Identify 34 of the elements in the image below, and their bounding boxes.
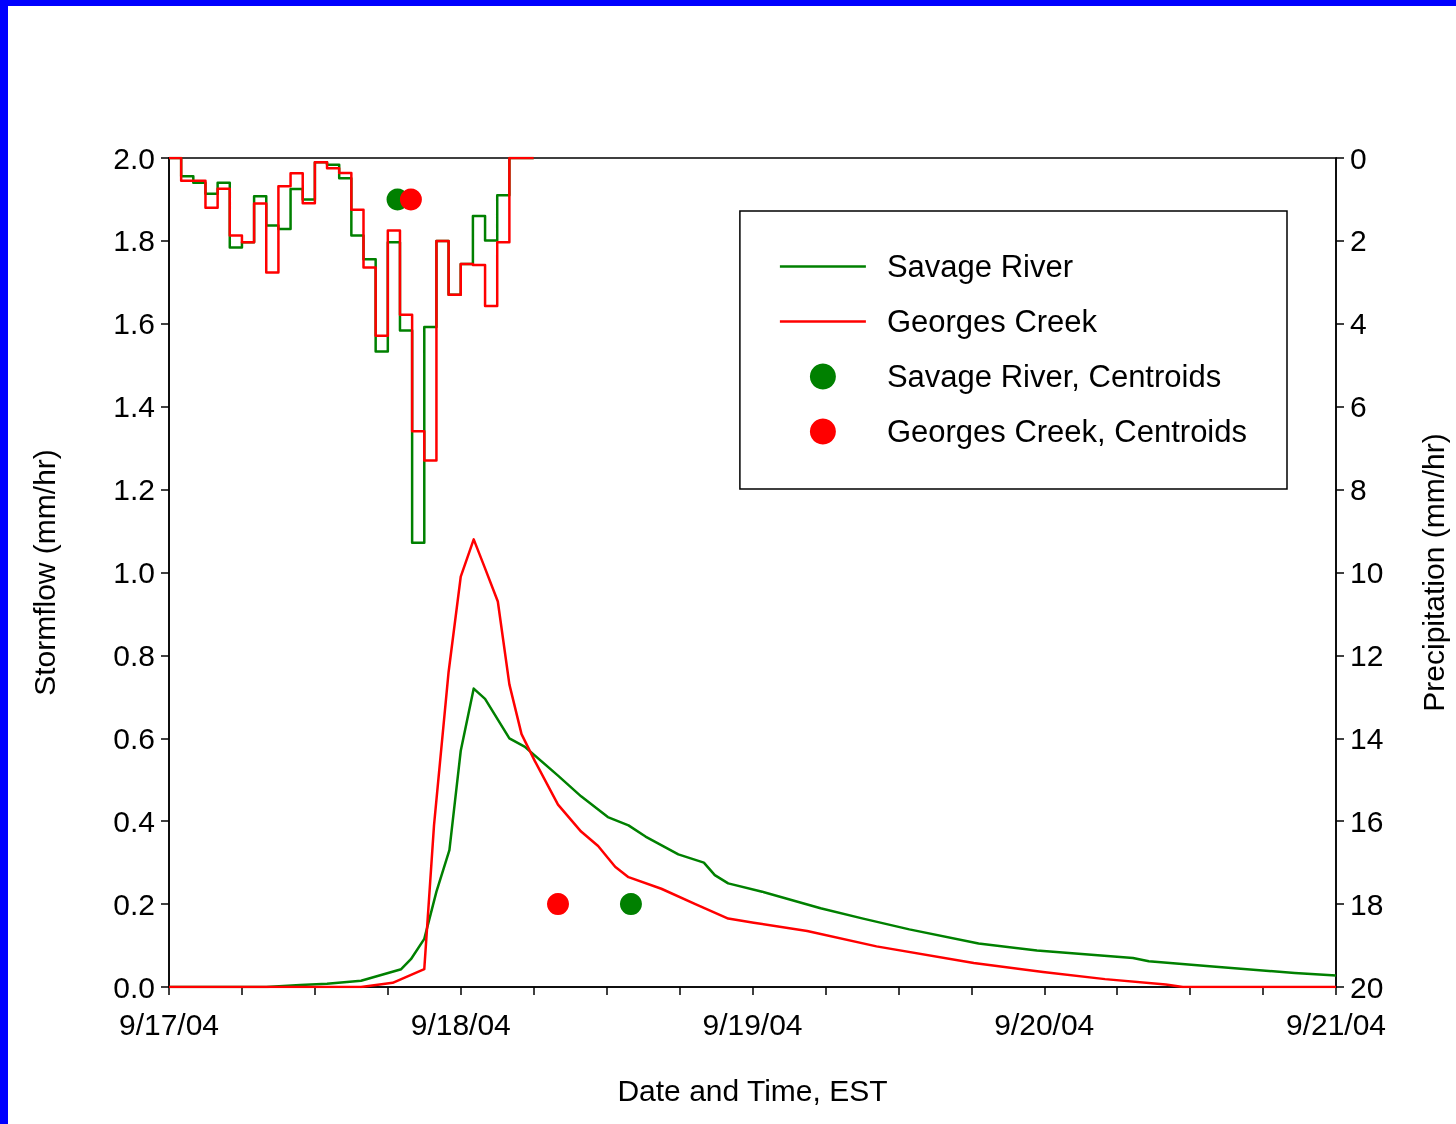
y-tick-label: 0.8 (113, 638, 155, 672)
y-tick-label: 1.0 (113, 556, 155, 589)
x-tick-label: 9/18/04 (410, 1007, 511, 1041)
y2-tick-label: 10 (1350, 556, 1384, 589)
y2-tick-label: 20 (1350, 970, 1384, 1004)
y2-tick-label: 12 (1350, 638, 1384, 672)
legend-label: Georges Creek, Centroids (886, 414, 1248, 449)
y-tick-label: 0.6 (113, 721, 155, 755)
x-tick-label: 9/19/04 (702, 1007, 803, 1041)
legend-label: Savage River, Centroids (886, 359, 1222, 394)
y2-tick-label: 16 (1350, 804, 1384, 838)
legend-label: Georges Creek (886, 304, 1098, 339)
y2-tick-label: 6 (1350, 390, 1367, 424)
legend-label: Savage River (886, 249, 1073, 284)
y-tick-label: 1.4 (113, 390, 155, 424)
y2-tick-label: 0 (1350, 141, 1367, 175)
y-tick-label: 1.8 (113, 224, 155, 258)
y2-axis-title: Precipitation (mm/hr) (1416, 433, 1450, 712)
x-tick-label: 9/17/04 (118, 1007, 220, 1041)
y-tick-label: 1.6 (113, 307, 155, 341)
x-tick-label: 9/21/04 (1285, 1007, 1387, 1041)
y-axis-title: Stormflow (mm/hr) (27, 449, 61, 696)
y-tick-label: 0.4 (113, 804, 155, 838)
x-axis-title: Date and Time, EST (617, 1073, 888, 1107)
y-tick-label: 0.0 (113, 970, 155, 1004)
y-tick-label: 1.2 (113, 473, 155, 507)
y2-tick-label: 2 (1350, 224, 1367, 258)
y2-tick-label: 18 (1350, 887, 1384, 921)
y-tick-label: 0.2 (113, 887, 155, 921)
y-tick-label: 2.0 (113, 141, 155, 175)
y2-tick-label: 4 (1350, 307, 1367, 341)
x-tick-label: 9/20/04 (994, 1007, 1095, 1041)
y2-tick-label: 14 (1350, 721, 1384, 755)
y2-tick-label: 8 (1350, 473, 1367, 507)
